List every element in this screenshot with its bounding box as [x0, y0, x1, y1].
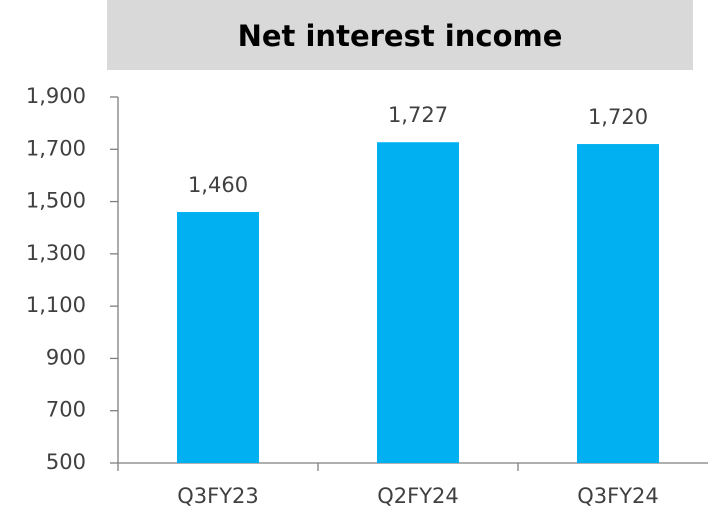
- bar: [377, 142, 459, 463]
- x-tick-label: Q2FY24: [377, 484, 459, 508]
- x-tick-label: Q3FY23: [177, 484, 259, 508]
- y-tick-label: 1,100: [26, 293, 86, 317]
- y-tick-label: 1,900: [26, 84, 86, 108]
- title-box: [107, 0, 693, 70]
- bar: [177, 212, 259, 463]
- y-tick-label: 900: [46, 345, 86, 369]
- value-label: 1,460: [188, 173, 248, 197]
- value-label: 1,727: [388, 103, 448, 127]
- value-label: 1,720: [588, 105, 648, 129]
- bar: [577, 144, 659, 464]
- y-tick-label: 500: [46, 450, 86, 474]
- y-tick-label: 1,700: [26, 136, 86, 160]
- chart-title: Net interest income: [238, 19, 563, 53]
- y-tick-label: 700: [46, 398, 86, 422]
- x-tick-label: Q3FY24: [577, 484, 659, 508]
- y-tick-label: 1,500: [26, 189, 86, 213]
- y-tick-label: 1,300: [26, 241, 86, 265]
